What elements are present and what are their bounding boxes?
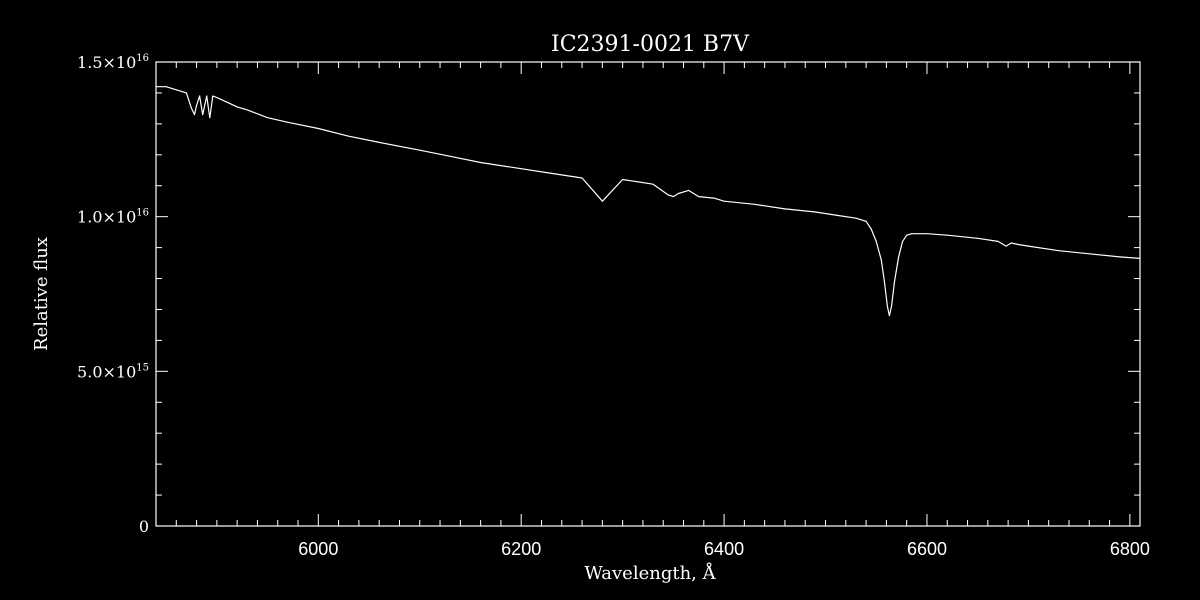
spectrum-point (890, 305, 892, 307)
spectrum-point (581, 177, 583, 179)
spectrum-point (202, 114, 204, 116)
spectrum-point (175, 89, 177, 91)
y-axis-label: Relative flux (31, 237, 52, 351)
spectrum-point (206, 95, 208, 97)
spectrum-point (754, 203, 756, 205)
spectrum-point (520, 168, 522, 170)
spectrum-point (898, 256, 900, 258)
spectrum-point (946, 234, 948, 236)
spectrum-point (480, 162, 482, 164)
y-tick-label: 0 (139, 517, 149, 536)
spectrum-point (165, 86, 167, 88)
y-tick-label: 1.0×1016 (77, 208, 149, 227)
spectrum-point (888, 315, 890, 317)
spectrum-point (1088, 253, 1090, 255)
x-axis-label: Wavelength, Å (584, 562, 716, 584)
spectrum-point (926, 233, 928, 235)
spectrum-point (1017, 244, 1019, 246)
spectrum-point (886, 305, 888, 307)
x-tick-label: 6400 (704, 539, 744, 559)
spectrum-point (622, 179, 624, 181)
y-axis-ticks: 0 5.0×1015 1.0×1016 1.5×1016 (77, 53, 1140, 536)
spectrum-point (977, 237, 979, 239)
spectrum-point (212, 95, 214, 97)
spectrum-point (378, 141, 380, 143)
x-tick-label: 6200 (501, 539, 541, 559)
spectrum-point (918, 233, 920, 235)
spectrum-point (196, 104, 198, 106)
plot-frame (155, 61, 1141, 527)
spectrum-point (911, 233, 913, 235)
spectrum-point (713, 197, 715, 199)
spectrum-point (216, 97, 218, 99)
spectrum-point (672, 196, 674, 198)
spectrum-point (236, 106, 238, 108)
spectrum-line (156, 86, 1141, 317)
spectrum-point (688, 189, 690, 191)
spectrum-point (194, 114, 196, 116)
spectrum-point (317, 128, 319, 130)
x-tick-label: 6800 (1110, 539, 1150, 559)
spectrum-point (191, 107, 193, 109)
spectrum-point (1139, 257, 1141, 259)
spectrum-point (1010, 242, 1012, 244)
spectrum-point (246, 109, 248, 111)
series-layer (155, 86, 1141, 317)
spectrum-point (155, 86, 157, 88)
spectrum-point (894, 281, 896, 283)
spectrum-point (667, 194, 669, 196)
spectrum-point (723, 200, 725, 202)
spectrum-point (601, 200, 603, 202)
spectrum-point (1058, 250, 1060, 252)
spectrum-point (1027, 245, 1029, 247)
spectrum-point (199, 95, 201, 97)
spectrum-point (698, 196, 700, 198)
spectrum-point (855, 217, 857, 219)
spectrum-point (814, 211, 816, 213)
spectrum-point (865, 220, 867, 222)
y-tick-label: 5.0×1015 (77, 362, 149, 381)
spectrum-point (348, 135, 350, 137)
spectrum-point (551, 172, 553, 174)
spectrum-point (883, 281, 885, 283)
spectrum-point (997, 240, 999, 242)
spectrum-point (902, 240, 904, 242)
spectrum-point (449, 155, 451, 157)
spectrum-point (1005, 245, 1007, 247)
spectrum-point (677, 192, 679, 194)
spectrum-point (1119, 256, 1121, 258)
x-tick-label: 6600 (907, 539, 947, 559)
x-tick-label: 6000 (298, 539, 338, 559)
spectrum-point (906, 234, 908, 236)
spectrum-point (267, 117, 269, 119)
spectrum-point (880, 259, 882, 261)
spectrum-point (209, 117, 211, 119)
x-axis-ticks: 6000 6200 6400 6600 6800 (155, 62, 1150, 559)
spectrum-point (287, 121, 289, 123)
spectrum-point (870, 228, 872, 230)
chart-title: IC2391-0021 B7V (551, 32, 750, 57)
spectrum-point (419, 149, 421, 151)
y-tick-label: 1.5×1016 (77, 53, 149, 72)
spectrum-point (652, 183, 654, 185)
spectrum-point (226, 101, 228, 103)
spectrum-point (185, 92, 187, 94)
spectrum-point (784, 208, 786, 210)
spectrum-point (875, 240, 877, 242)
spectrum-point (835, 214, 837, 216)
